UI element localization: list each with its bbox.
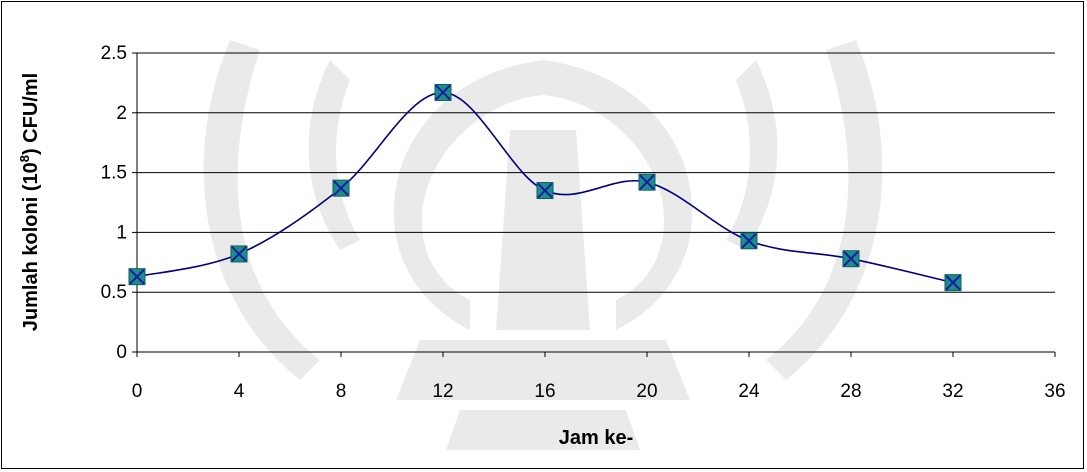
x-axis-title: Jam ke- (559, 427, 634, 449)
data-point-marker (740, 232, 758, 250)
y-axis-title: Jumlah koloni (108) CFU/ml (17, 73, 42, 331)
x-tick-label-1: 4 (234, 381, 245, 402)
x-tick-label-3: 12 (432, 381, 453, 402)
axes (132, 52, 1056, 357)
x-tick-label-2: 8 (336, 381, 347, 402)
x-tick-label-7: 28 (840, 381, 861, 402)
x-tick-label-8: 32 (942, 381, 963, 402)
data-point-marker (128, 268, 146, 286)
data-point-marker (638, 173, 656, 191)
x-tick-labels: 0 4 8 12 16 20 24 28 32 36 (132, 381, 1066, 402)
data-point-marker (842, 250, 860, 268)
x-tick-label-4: 16 (534, 381, 555, 402)
data-point-marker (434, 83, 452, 101)
y-tick-label-3: 1.5 (101, 163, 127, 184)
x-tick-label-9: 36 (1044, 381, 1065, 402)
x-tick-label-6: 24 (738, 381, 760, 402)
y-axis-title-main: Jumlah koloni (10 (20, 162, 42, 331)
data-point-marker (536, 182, 554, 200)
y-axis-title-unit: ) CFU/ml (20, 73, 42, 155)
y-tick-labels: 0 0.5 1 1.5 2 2.5 (101, 43, 127, 363)
data-point-marker (332, 179, 350, 197)
y-tick-label-0: 0 (116, 342, 127, 363)
y-tick-label-4: 2 (116, 103, 127, 124)
data-point-marker (944, 274, 962, 292)
gridlines (137, 52, 1055, 293)
series-markers (128, 83, 962, 292)
x-tick-label-0: 0 (132, 381, 143, 402)
y-tick-label-2: 1 (116, 222, 127, 243)
y-tick-label-5: 2.5 (101, 43, 127, 64)
data-point-marker (230, 245, 248, 263)
y-tick-label-1: 0.5 (101, 282, 127, 303)
x-tick-label-5: 20 (636, 381, 657, 402)
y-axis-title-exponent: 8 (17, 155, 32, 162)
